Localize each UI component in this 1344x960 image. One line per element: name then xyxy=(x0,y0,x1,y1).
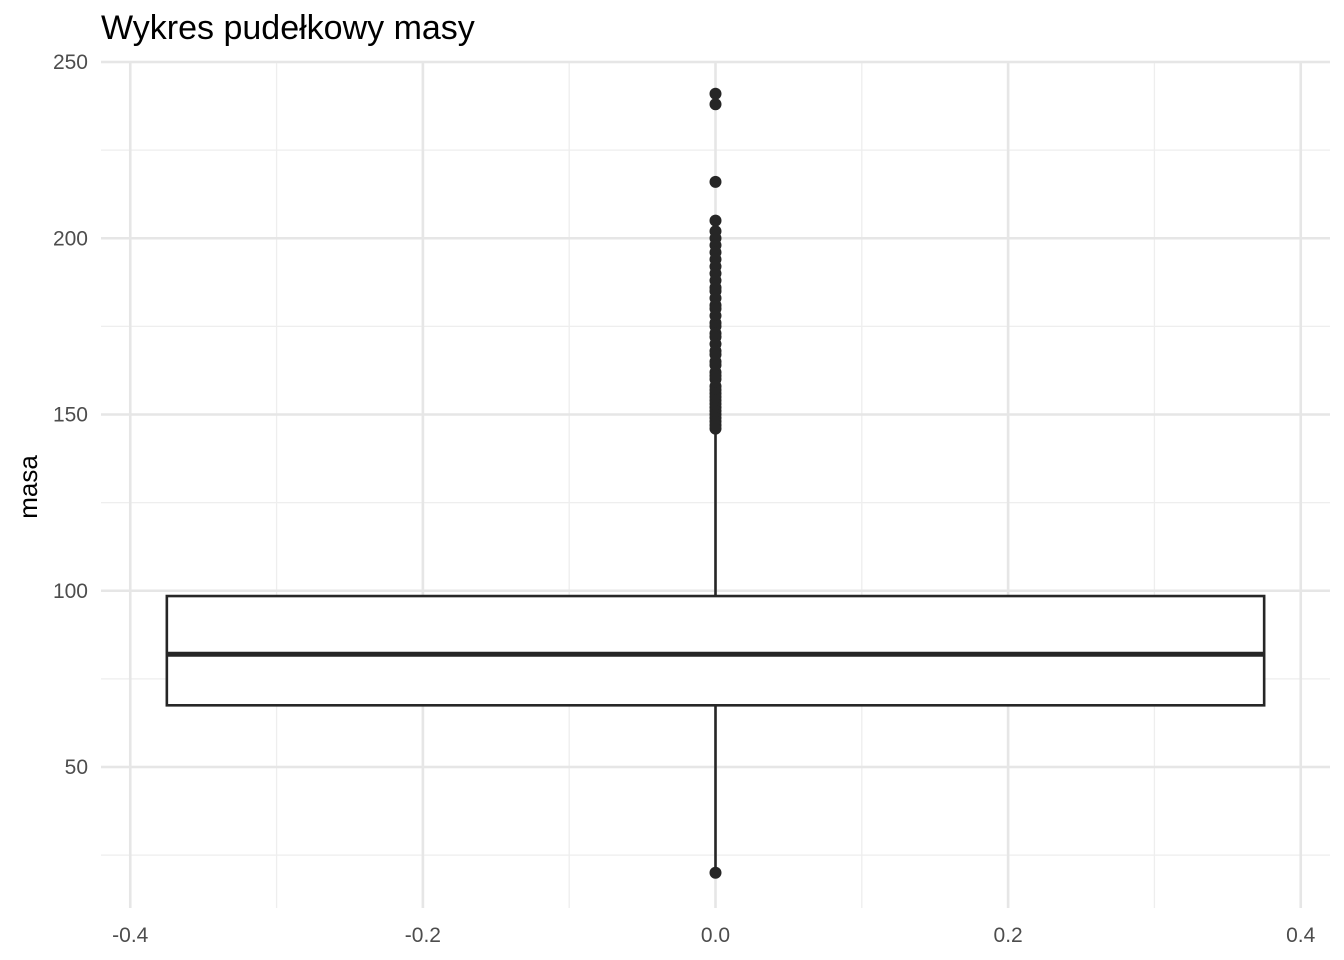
y-tick-label: 100 xyxy=(53,580,88,603)
y-axis-title: masa xyxy=(13,455,43,519)
y-tick-label: 50 xyxy=(65,756,88,779)
y-tick-label: 250 xyxy=(53,51,88,74)
outlier-point xyxy=(709,866,722,879)
outlier-point xyxy=(709,214,722,227)
plot-marks xyxy=(165,87,1266,879)
iqr-box xyxy=(165,594,1266,707)
x-axis: -0.4 -0.2 0.0 0.2 0.4 xyxy=(112,924,1315,947)
outlier-point xyxy=(709,175,722,188)
y-axis: 50 100 150 200 250 xyxy=(53,51,88,779)
x-tick-label: -0.4 xyxy=(112,924,149,947)
x-tick-label: 0.0 xyxy=(701,924,730,947)
chart-title: Wykres pudełkowy masy xyxy=(101,9,475,47)
x-tick-label: 0.4 xyxy=(1286,924,1316,947)
x-tick-label: 0.2 xyxy=(994,924,1023,947)
outlier-point xyxy=(709,422,722,435)
x-tick-label: -0.2 xyxy=(405,924,441,947)
y-tick-label: 150 xyxy=(53,404,88,427)
outlier-point xyxy=(709,98,722,111)
outlier-point xyxy=(709,87,722,100)
y-tick-label: 200 xyxy=(53,227,88,250)
